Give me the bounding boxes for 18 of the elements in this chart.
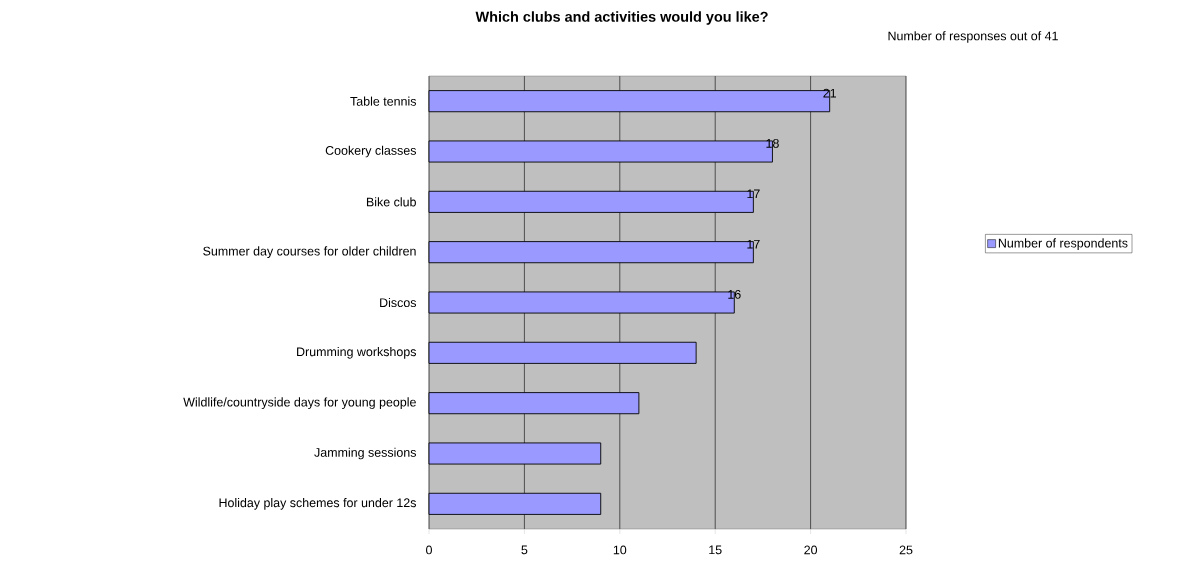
y-tick-label: Drumming workshops	[297, 347, 416, 359]
y-tick-label: Table tennis	[350, 96, 417, 106]
x-tick-label: 0	[426, 545, 432, 555]
y-tick-label: Jamming sessions	[314, 447, 417, 460]
y-tick-label: Wildlife/countryside days for young people	[183, 397, 416, 409]
x-tick-label: 25	[899, 545, 913, 555]
y-tick-label: Summer day courses for older children	[203, 246, 416, 258]
y-tick-label: Cookery classes	[325, 145, 417, 158]
legend-label: Number of respondents	[998, 238, 1128, 250]
y-tick-label: Holiday play schemes for under 12s	[219, 498, 416, 510]
y-tick-label: Discos	[380, 297, 417, 308]
chart-title: Which clubs and activities would you like?	[475, 11, 768, 25]
x-tick-label: 20	[804, 545, 818, 555]
x-tick-label: 5	[521, 545, 528, 555]
x-tick-label: 15	[709, 545, 722, 555]
x-tick-label: 10	[613, 545, 627, 555]
y-tick-label: Bike club	[366, 197, 416, 207]
text: Number of responses out of 41	[888, 31, 1058, 43]
